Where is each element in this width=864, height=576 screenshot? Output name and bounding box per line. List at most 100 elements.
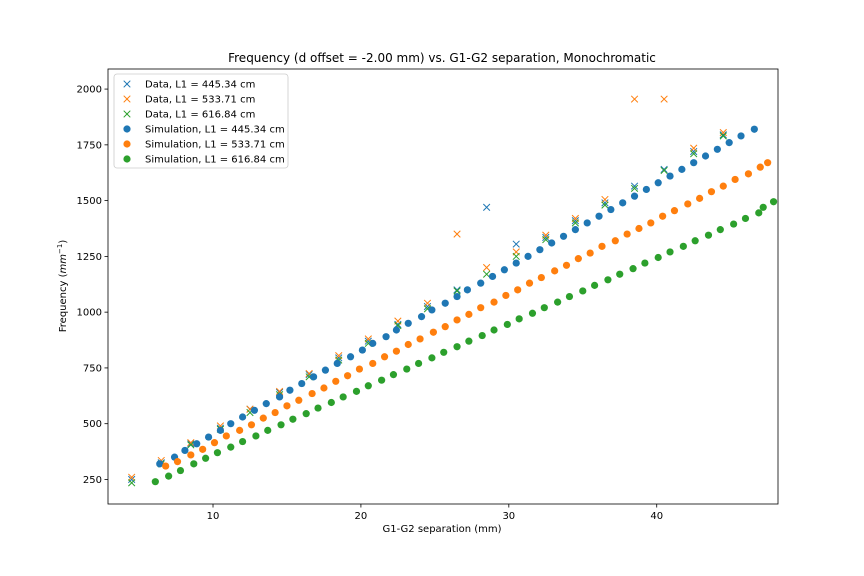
data-point-x-stroke [660, 165, 668, 174]
data-point-x [630, 184, 639, 192]
data-point-circle [264, 426, 272, 434]
data-point-x [719, 131, 727, 139]
data-point-circle [404, 319, 412, 327]
data-point-x-stroke [601, 199, 609, 207]
series-5 [151, 198, 778, 486]
data-point-circle [210, 439, 219, 447]
data-point-circle [403, 365, 411, 373]
data-point-circle [691, 237, 699, 245]
data-point-circle [417, 313, 426, 321]
data-point-circle [607, 205, 615, 214]
data-point-circle [642, 185, 650, 194]
data-point-x [128, 475, 136, 484]
data-point-x [453, 230, 461, 238]
data-point-circle [378, 376, 386, 384]
data-point-circle [579, 287, 587, 295]
data-point-circle [524, 252, 532, 260]
data-point-circle [604, 276, 612, 284]
data-point-x [128, 479, 136, 487]
data-point-circle [629, 265, 637, 273]
data-point-x-stroke [364, 337, 372, 345]
data-point-x-stroke [719, 128, 727, 137]
data-point-circle [440, 348, 448, 356]
data-point-circle [586, 249, 594, 257]
data-point-circle [630, 192, 639, 200]
data-point-x [542, 233, 550, 242]
data-point-x-stroke [305, 370, 313, 379]
y-tick-label: 2000 [77, 85, 102, 96]
data-point-circle [562, 261, 571, 269]
legend-label: Data, L1 = 445.34 cm [145, 80, 255, 91]
data-point-x-stroke [571, 217, 580, 225]
data-point-circle [414, 359, 423, 368]
data-point-circle [465, 310, 473, 318]
data-point-circle [358, 346, 366, 354]
data-point-circle [571, 226, 579, 234]
data-point-circle [165, 472, 173, 480]
data-point-circle [690, 159, 698, 167]
legend-marker-stroke [123, 80, 131, 88]
data-point-x [571, 217, 580, 225]
data-point-x [512, 240, 520, 248]
data-point-x-stroke [601, 201, 609, 209]
data-point-circle [769, 198, 778, 206]
chart-title: Frequency (d offset = -2.00 mm) vs. G1-G… [228, 51, 656, 65]
data-point-x [690, 150, 698, 158]
data-point-circle [730, 220, 738, 228]
data-point-circle [659, 212, 667, 220]
data-point-circle [536, 246, 544, 254]
data-point-circle [247, 421, 256, 429]
series-3 [156, 125, 758, 468]
data-point-x [187, 440, 195, 448]
data-point-circle [684, 200, 692, 208]
data-point-circle [314, 404, 322, 412]
data-point-circle [216, 426, 225, 434]
data-point-circle [236, 426, 244, 434]
data-point-circle [707, 188, 716, 196]
data-point-circle [583, 219, 591, 227]
data-point-circle [283, 402, 291, 410]
data-point-x-stroke [187, 441, 195, 449]
data-point-circle [514, 286, 522, 294]
data-point-x-stroke [660, 95, 668, 103]
data-point-x-stroke [482, 263, 491, 272]
y-tick-label: 750 [83, 363, 102, 374]
data-point-x-stroke [542, 233, 550, 242]
data-point-circle [187, 451, 195, 459]
data-point-circle [756, 163, 764, 171]
y-tick-label: 500 [83, 419, 102, 430]
data-point-x [453, 287, 461, 295]
data-point-circle [559, 232, 568, 240]
data-point-x-stroke [719, 131, 727, 139]
data-point-circle [490, 298, 498, 306]
legend-items: Data, L1 = 445.34 cm Data, L1 = 533.71 cm… [123, 80, 285, 166]
legend-frame [113, 73, 289, 169]
data-point-circle [512, 259, 520, 267]
legend: Data, L1 = 445.34 cm Data, L1 = 533.71 cm… [113, 73, 289, 169]
data-point-circle [199, 445, 207, 453]
data-point-x [482, 203, 491, 211]
legend-marker [123, 95, 131, 103]
legend-label: Simulation, L1 = 445.34 cm [145, 125, 285, 136]
data-point-x-stroke [630, 184, 639, 192]
data-point-circle [277, 421, 285, 429]
data-point-circle [716, 226, 724, 234]
data-point-circle [252, 432, 260, 440]
data-point-circle [725, 139, 733, 147]
legend-label: Simulation, L1 = 616.84 cm [145, 155, 285, 166]
data-point-circle [741, 214, 750, 223]
data-point-circle [453, 343, 461, 351]
data-point-circle [302, 410, 310, 418]
data-point-x-stroke [512, 252, 520, 261]
data-point-circle [616, 270, 624, 278]
y-tick-label: 250 [83, 475, 102, 486]
x-tick-label: 10 [207, 511, 220, 522]
data-point-x [660, 165, 668, 174]
data-point-circle [222, 432, 230, 440]
data-point-circle [382, 333, 390, 341]
data-point-circle [320, 384, 328, 392]
data-point-circle [339, 393, 347, 401]
data-point-circle [744, 170, 753, 178]
data-point-circle [250, 406, 259, 414]
data-point-circle [333, 359, 341, 368]
